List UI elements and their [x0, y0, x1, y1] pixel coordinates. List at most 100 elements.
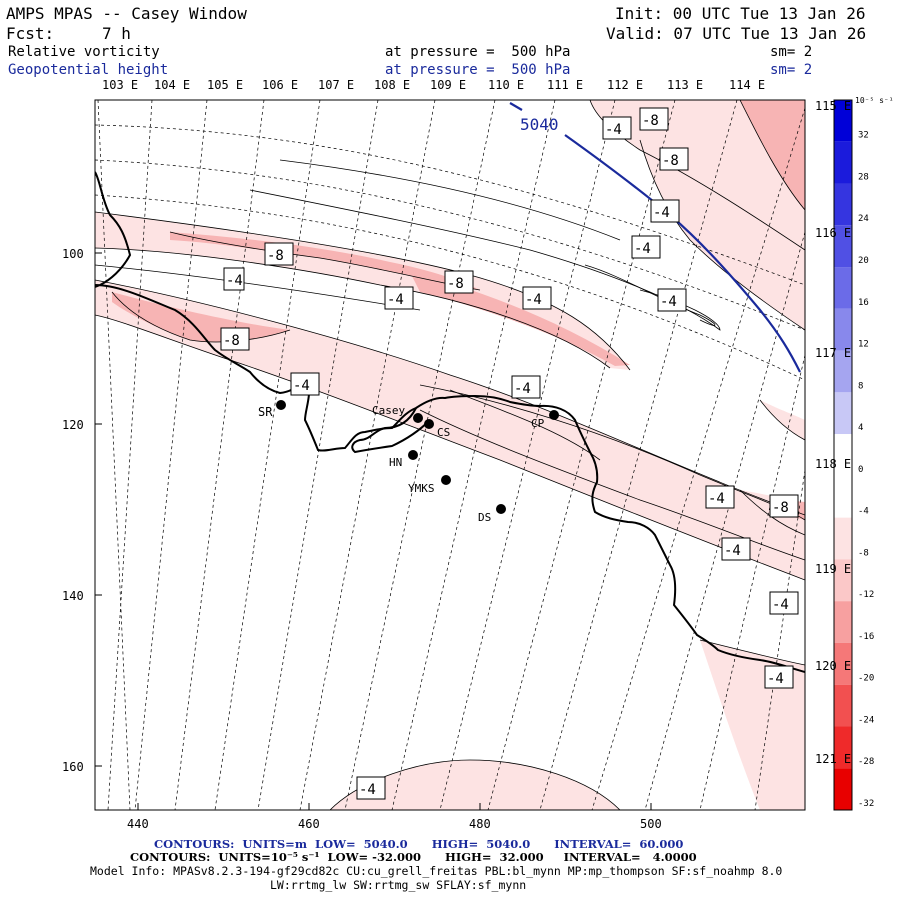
vort-label: -4 — [356, 776, 386, 800]
station-sr-marker[interactable] — [276, 400, 286, 410]
lat-lon-grid — [95, 100, 805, 810]
station-ymks-marker[interactable] — [441, 475, 451, 485]
init-time: Init: 00 UTC Tue 13 Jan 26 — [615, 4, 866, 23]
vort-contour — [279, 159, 621, 241]
colorbar-label: 20 — [858, 256, 869, 266]
vort-label: -4 — [657, 288, 687, 312]
field2-smoothing: sm= 2 — [770, 62, 813, 78]
colorbar-label: 16 — [858, 298, 869, 308]
field2-name: Geopotential height — [8, 62, 169, 78]
colorbar-swatch — [834, 475, 852, 518]
lon-label-107: 107 E — [318, 78, 355, 92]
vort-fill-band-b — [95, 280, 805, 580]
vort-contour — [169, 231, 481, 291]
y-tick-label: 120 — [62, 418, 84, 432]
vort-label-text: -8 — [642, 113, 659, 129]
grid-line — [214, 100, 321, 810]
grid-line — [344, 100, 496, 810]
contour-info-vorticity: CONTOURS: UNITS=10⁻⁵ s⁻¹ LOW= -32.000 HI… — [130, 850, 697, 864]
colorbar-label: -20 — [858, 674, 874, 684]
vort-label-text: -4 — [514, 381, 531, 397]
colorbar-swatch — [834, 517, 852, 560]
vort-label-text: -4 — [634, 241, 651, 257]
vort-label-text: -8 — [662, 153, 679, 169]
grid-line — [644, 231, 805, 810]
grid-line — [95, 159, 805, 331]
grid-line — [134, 100, 208, 810]
lon-label-right: 119 E — [815, 562, 851, 576]
axis-tick-labels: 440 460 480 500 100 120 140 160 — [62, 247, 662, 831]
grid-line — [107, 100, 153, 810]
colorbar-label: -4 — [858, 507, 869, 517]
vort-contour — [639, 139, 805, 331]
x-tick-label: 460 — [298, 817, 320, 831]
lon-label-110: 110 E — [488, 78, 525, 92]
colorbar-unit: 10⁻⁵ s⁻¹ — [855, 96, 894, 105]
vort-contour — [95, 314, 805, 581]
grid-line — [257, 100, 379, 810]
station-casey-marker[interactable] — [413, 413, 423, 423]
lon-label-112: 112 E — [607, 78, 644, 92]
field1-name: Relative vorticity — [8, 44, 160, 60]
colorbar-swatch — [834, 601, 852, 643]
lon-label-108: 108 E — [374, 78, 411, 92]
station-cs-marker[interactable] — [424, 419, 434, 429]
vort-contour — [584, 264, 716, 326]
colorbar: 10⁻⁵ s⁻¹ 32 28 24 20 16 12 8 4 0 -4 -8 -12 -16 -20 -24… — [833, 96, 894, 811]
y-tick-label: 160 — [62, 760, 84, 774]
grid-line — [591, 107, 805, 810]
vort-contour — [95, 264, 421, 311]
colorbar-swatch — [834, 392, 852, 435]
vort-fill-mid — [420, 385, 805, 560]
lon-label-right: 116 E — [815, 226, 851, 240]
vort-label-text: -4 — [387, 292, 404, 308]
station-hn-label: HN — [389, 456, 402, 469]
vort-contour — [249, 189, 721, 331]
lon-label-right: 115 E — [815, 99, 851, 113]
lon-label-104: 104 E — [154, 78, 191, 92]
contour-info-height: CONTOURS: UNITS=m LOW= 5040.0 HIGH= 5040… — [154, 837, 684, 851]
vort-label: -4 — [705, 485, 735, 509]
station-hn-marker[interactable] — [408, 450, 418, 460]
vorticity-shading — [95, 100, 805, 810]
grid-line — [439, 100, 616, 810]
vorticity-labels: -4 -8 -4 -8 -8 -4 -8 -4 -8 -4 -4 -4 -4 -… — [220, 107, 799, 800]
vort-label-text: -4 — [525, 292, 542, 308]
vort-label: -8 — [769, 494, 799, 518]
vort-label-text: -4 — [226, 273, 243, 289]
vort-label: -4 — [602, 116, 632, 140]
model-info: Model Info: MPASv8.2.3-194-gf29cd82c CU:… — [90, 864, 783, 878]
station-cp-marker[interactable] — [549, 410, 559, 420]
grid-line — [391, 100, 556, 810]
colorbar-label: -8 — [858, 548, 869, 558]
vort-label: -8 — [639, 107, 669, 131]
x-tick-label: 440 — [127, 817, 149, 831]
vort-contour — [95, 211, 631, 371]
station-casey-label: Casey — [372, 404, 405, 417]
grid-line — [95, 194, 805, 381]
lon-label-109: 109 E — [430, 78, 467, 92]
colorbar-swatch — [834, 768, 852, 810]
lon-label-right: 117 E — [815, 346, 851, 360]
vort-label-text: -4 — [767, 671, 784, 687]
colorbar-label: 0 — [858, 465, 863, 475]
grid-line — [95, 124, 805, 286]
station-ds-marker[interactable] — [496, 504, 506, 514]
colorbar-label: -16 — [858, 632, 874, 642]
y-tick-label: 100 — [62, 247, 84, 261]
x-tick-label: 480 — [469, 817, 491, 831]
grid-line — [97, 100, 131, 810]
lon-label-111: 111 E — [547, 78, 584, 92]
field2-pressure: at pressure = 500 hPa — [385, 62, 571, 78]
vort-label: -4 — [223, 267, 245, 291]
vort-contour — [699, 639, 805, 666]
axis-ticks — [95, 252, 652, 810]
vort-contour — [759, 399, 805, 441]
station-ds-label: DS — [478, 511, 491, 524]
vort-label: -8 — [444, 270, 474, 294]
vort-label: -4 — [650, 199, 680, 223]
x-tick-label: 500 — [640, 817, 662, 831]
vort-label: -8 — [220, 327, 250, 351]
forecast-label: Fcst: — [6, 24, 55, 43]
